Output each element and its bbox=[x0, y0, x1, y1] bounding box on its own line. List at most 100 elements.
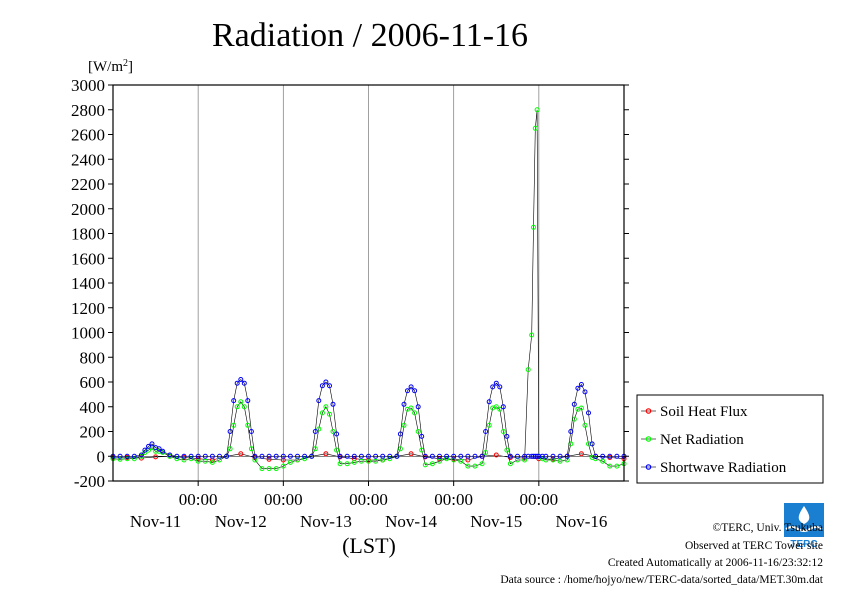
y-tick-label: 1000 bbox=[71, 324, 105, 343]
data-point bbox=[483, 429, 489, 434]
data-point bbox=[327, 383, 332, 389]
data-point bbox=[557, 453, 563, 459]
data-point bbox=[397, 446, 403, 452]
data-point bbox=[593, 453, 599, 459]
data-point bbox=[319, 383, 325, 389]
credit-copyright: ©TERC, Univ. Tsukuba bbox=[713, 522, 823, 534]
data-point bbox=[181, 453, 187, 459]
data-point bbox=[529, 332, 535, 338]
data-point bbox=[202, 458, 208, 464]
y-tick-label: 400 bbox=[80, 398, 106, 417]
data-point bbox=[582, 389, 588, 395]
y-tick-label: 3000 bbox=[71, 76, 105, 95]
data-point bbox=[227, 446, 233, 452]
data-point bbox=[358, 458, 364, 464]
grid-lines bbox=[113, 85, 624, 481]
x-time-label: 00:00 bbox=[434, 490, 473, 509]
y-tick-label: 1200 bbox=[71, 299, 105, 318]
data-point bbox=[195, 458, 201, 464]
credit-source: Data source : /home/hojyo/new/TERC-data/… bbox=[500, 574, 823, 586]
data-point bbox=[531, 224, 536, 230]
y-tick-label: 800 bbox=[80, 348, 106, 367]
data-point bbox=[366, 453, 371, 459]
data-point bbox=[515, 453, 520, 459]
data-point bbox=[472, 453, 478, 459]
data-point bbox=[525, 367, 531, 373]
data-point bbox=[493, 452, 499, 458]
data-point bbox=[351, 459, 357, 465]
data-point bbox=[607, 453, 613, 459]
x-date-label: Nov-12 bbox=[215, 512, 267, 531]
data-point bbox=[408, 451, 414, 457]
x-time-label: 00:00 bbox=[349, 490, 388, 509]
data-point bbox=[149, 441, 155, 447]
data-point bbox=[273, 466, 279, 472]
x-date-label: Nov-14 bbox=[385, 512, 437, 531]
y-tick-label: 0 bbox=[97, 447, 106, 466]
data-point bbox=[401, 401, 407, 407]
data-point bbox=[419, 433, 425, 439]
data-point bbox=[589, 441, 595, 447]
y-tick-label: 2400 bbox=[71, 150, 105, 169]
data-point bbox=[458, 458, 464, 464]
data-point bbox=[504, 433, 510, 439]
data-point bbox=[405, 388, 410, 394]
data-point bbox=[334, 447, 340, 453]
data-point bbox=[568, 429, 574, 434]
data-point bbox=[248, 429, 254, 434]
legend-label: Shortwave Radiation bbox=[660, 460, 787, 476]
data-point bbox=[323, 379, 329, 385]
legend-marker bbox=[645, 464, 652, 470]
data-point bbox=[479, 453, 485, 459]
data-point bbox=[437, 453, 442, 459]
legend-label: Soil Heat Flux bbox=[660, 404, 748, 420]
data-point bbox=[614, 463, 620, 469]
y-tick-label: 1800 bbox=[71, 225, 105, 244]
data-point bbox=[600, 453, 606, 459]
data-point bbox=[412, 388, 418, 394]
data-point bbox=[241, 404, 247, 410]
data-point bbox=[224, 453, 230, 459]
data-point bbox=[174, 453, 180, 459]
data-point bbox=[387, 453, 393, 459]
data-point bbox=[408, 405, 414, 411]
data-point bbox=[344, 453, 350, 459]
data-point bbox=[330, 401, 336, 407]
data-point bbox=[167, 452, 173, 458]
data-point bbox=[380, 453, 386, 459]
data-point bbox=[465, 453, 471, 459]
data-point bbox=[302, 453, 308, 459]
data-point bbox=[532, 125, 538, 131]
data-point bbox=[117, 453, 123, 459]
legend-marker bbox=[645, 436, 652, 442]
data-point bbox=[309, 453, 315, 459]
data-point bbox=[188, 456, 194, 462]
y-tick-label: 600 bbox=[80, 373, 106, 392]
data-point bbox=[458, 453, 464, 459]
data-point bbox=[578, 451, 584, 457]
data-point bbox=[493, 380, 499, 386]
x-time-label: 00:00 bbox=[519, 490, 558, 509]
data-point bbox=[245, 398, 251, 404]
data-point bbox=[550, 453, 556, 459]
data-point bbox=[273, 453, 279, 459]
data-point bbox=[124, 456, 130, 462]
y-tick-label: 2000 bbox=[71, 200, 105, 219]
logo-text: TERC bbox=[790, 539, 817, 550]
y-tick-label: 2800 bbox=[71, 101, 105, 120]
data-point bbox=[493, 404, 499, 410]
data-point bbox=[153, 454, 159, 460]
legend-label: Net Radiation bbox=[660, 432, 744, 448]
data-point bbox=[295, 453, 300, 459]
x-date-label: Nov-11 bbox=[130, 512, 181, 531]
data-point bbox=[202, 453, 208, 459]
data-point bbox=[479, 461, 485, 467]
x-axis: 00:00 00:00 00:00 00:00 00:00 Nov-11 Nov-12 Nov… bbox=[130, 481, 607, 531]
data-point bbox=[422, 453, 428, 459]
data-point bbox=[387, 456, 393, 462]
data-point bbox=[497, 384, 503, 390]
data-point bbox=[302, 456, 308, 462]
data-point bbox=[534, 107, 540, 113]
data-point bbox=[138, 452, 144, 458]
